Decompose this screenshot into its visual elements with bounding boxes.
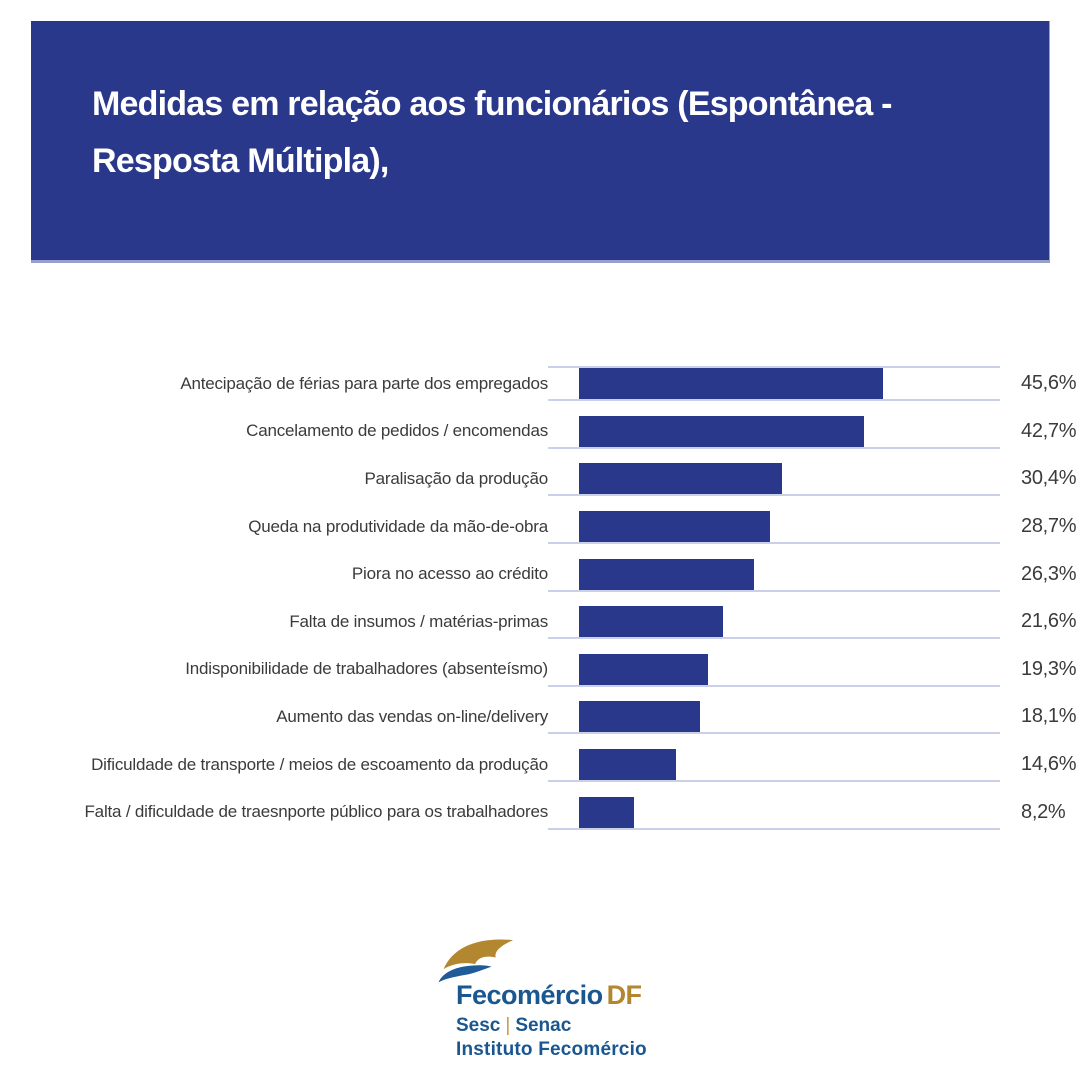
category-label: Falta / dificuldade de traesnporte públi… (84, 802, 549, 822)
value-label: 28,7% (1021, 515, 1077, 538)
bar (579, 606, 723, 638)
category-label: Queda na produtividade da mão-de-obra (248, 516, 548, 536)
category-label: Falta de insumos / matérias-primas (289, 611, 548, 631)
bar-track (548, 368, 1000, 400)
divider-bar: | (505, 1015, 511, 1036)
bar-track (548, 701, 1000, 733)
value-label: 45,6% (1021, 372, 1077, 395)
value-label: 42,7% (1021, 419, 1077, 442)
category-label: Paralisação da produção (364, 468, 549, 488)
value-label: 14,6% (1021, 753, 1077, 776)
category-label: Antecipação de férias para parte dos emp… (180, 373, 548, 393)
bar (579, 796, 634, 828)
bar (579, 368, 883, 400)
chart-row: Falta / dificuldade de traesnporte públi… (0, 788, 1081, 836)
title-banner: Medidas em relação aos funcionários (Esp… (31, 21, 1050, 263)
chart-row: Queda na produtividade da mão-de-obra 28,… (0, 503, 1081, 551)
bar-track (548, 415, 1000, 447)
bar (579, 511, 771, 543)
plot-area-top-line (548, 366, 1000, 368)
bar (579, 463, 782, 495)
bar (579, 749, 677, 781)
category-label: Aumento das vendas on-line/delivery (276, 706, 548, 726)
chart-row: Aumento das vendas on-line/delivery 18,1% (0, 693, 1081, 741)
brand-name: Fecomércio (456, 980, 603, 1010)
value-label: 8,2% (1021, 800, 1066, 823)
category-label: Piora no acesso ao crédito (351, 564, 548, 584)
fecomercio-swoosh-icon (438, 939, 514, 983)
bar-track (548, 606, 1000, 638)
value-label: 21,6% (1021, 610, 1077, 633)
bar (579, 653, 708, 685)
page-title-line1: Medidas em relação aos funcionários (Esp… (92, 85, 893, 123)
bar-chart: Antecipação de férias para parte dos emp… (0, 360, 1081, 836)
page-title: Medidas em relação aos funcionários (Esp… (31, 21, 1049, 190)
value-label: 18,1% (1021, 705, 1077, 728)
chart-row: Dificuldade de transporte / meios de esc… (0, 741, 1081, 789)
value-label: 30,4% (1021, 467, 1077, 490)
bar (579, 701, 700, 733)
instituto-label: Instituto Fecomércio (456, 1039, 647, 1060)
bar-track (548, 558, 1000, 590)
chart-rows: Antecipação de férias para parte dos emp… (0, 360, 1081, 836)
bar-track (548, 653, 1000, 685)
sesc-label: Sesc (456, 1015, 501, 1036)
value-label: 19,3% (1021, 657, 1077, 680)
bar (579, 415, 864, 447)
chart-row: Falta de insumos / matérias-primas 21,6% (0, 598, 1081, 646)
footer-logo: Fecomércio DF Sesc | Senac Instituto Fecomé… (428, 936, 708, 1061)
chart-row: Paralisação da produção 30,4% (0, 455, 1081, 503)
senac-label: Senac (515, 1015, 572, 1036)
chart-row: Cancelamento de pedidos / encomendas 42,7… (0, 408, 1081, 456)
brand-suffix: DF (606, 980, 643, 1010)
bar-track (548, 749, 1000, 781)
chart-row: Antecipação de férias para parte dos emp… (0, 360, 1081, 408)
bar (579, 558, 755, 590)
chart-row: Indisponibilidade de trabalhadores (abse… (0, 646, 1081, 694)
bar-track (548, 796, 1000, 828)
page-title-line2: Resposta Múltipla), (92, 142, 389, 180)
category-label: Cancelamento de pedidos / encomendas (246, 421, 548, 441)
chart-row: Piora no acesso ao crédito 26,3% (0, 550, 1081, 598)
bar-track (548, 511, 1000, 543)
value-label: 26,3% (1021, 562, 1077, 585)
bar-track (548, 463, 1000, 495)
category-label: Dificuldade de transporte / meios de esc… (91, 754, 548, 774)
brand-wordmark: Fecomércio DF (456, 980, 708, 1011)
category-label: Indisponibilidade de trabalhadores (abse… (185, 659, 548, 679)
sesc-senac-line: Sesc | Senac (456, 1015, 708, 1037)
